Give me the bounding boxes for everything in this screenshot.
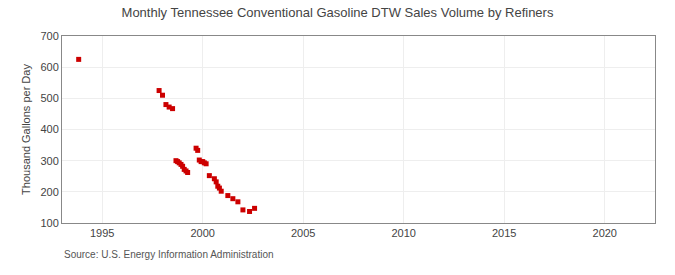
svg-text:Thousand Gallons per Day: Thousand Gallons per Day <box>20 64 32 195</box>
svg-text:300: 300 <box>40 155 58 167</box>
svg-text:Monthly Tennessee Conventional: Monthly Tennessee Conventional Gasoline … <box>122 5 554 20</box>
svg-text:2015: 2015 <box>492 227 516 239</box>
svg-text:2005: 2005 <box>291 227 315 239</box>
svg-text:600: 600 <box>40 61 58 73</box>
svg-text:200: 200 <box>40 186 58 198</box>
svg-text:100: 100 <box>40 217 58 229</box>
svg-text:400: 400 <box>40 123 58 135</box>
svg-text:Source: U.S. Energy Informatio: Source: U.S. Energy Information Administ… <box>64 249 274 260</box>
svg-text:1995: 1995 <box>90 227 114 239</box>
svg-text:500: 500 <box>40 92 58 104</box>
svg-text:2020: 2020 <box>593 227 617 239</box>
svg-text:2010: 2010 <box>391 227 415 239</box>
svg-text:700: 700 <box>40 30 58 42</box>
svg-text:2000: 2000 <box>190 227 214 239</box>
